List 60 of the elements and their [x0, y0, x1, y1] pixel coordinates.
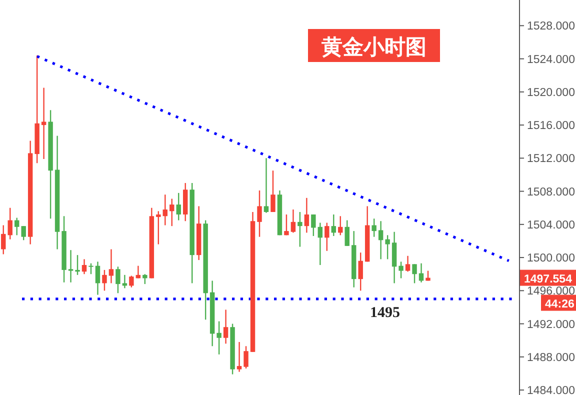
y-tick-label: 1520.000 [527, 86, 575, 99]
candlestick [284, 214, 289, 236]
y-tick-label: 1484.000 [527, 385, 575, 395]
candlestick [122, 274, 128, 289]
candlestick [236, 341, 242, 372]
candlestick [298, 211, 302, 248]
candlestick [14, 217, 20, 236]
candlestick [223, 309, 228, 344]
candlestick [129, 275, 134, 288]
candlestick [385, 234, 390, 260]
candlestick [378, 220, 384, 260]
candlestick [88, 262, 94, 275]
y-tick-label: 1516.000 [527, 120, 575, 132]
text: 44:26 [545, 298, 574, 310]
candlestick [270, 170, 276, 213]
candlestick [82, 258, 87, 275]
candlestick [264, 158, 269, 214]
candlestick [338, 216, 343, 236]
candlestick [412, 264, 417, 284]
candlestick [398, 261, 404, 279]
candlestick [108, 248, 114, 284]
candlestick [304, 197, 310, 234]
y-tick-label: 1524.000 [527, 54, 575, 66]
candlestick [75, 254, 80, 276]
y-tick-label: 1512.000 [527, 153, 575, 166]
candlestick [405, 255, 410, 272]
candlestick [344, 220, 350, 247]
candlestick [257, 190, 262, 238]
candlestick [95, 261, 100, 296]
candlestick [290, 208, 296, 234]
y-tick-label: 1488.000 [527, 352, 575, 364]
candlestick [331, 214, 336, 237]
candlestick [156, 210, 161, 245]
candlestick [21, 225, 26, 241]
candlestick [372, 218, 376, 238]
candlestick [41, 87, 46, 160]
y-tick-label: 1508.000 [527, 186, 575, 198]
candlestick [358, 252, 363, 292]
y-tick-label: 1504.000 [527, 219, 575, 232]
candlestick [116, 266, 120, 294]
candlestick [244, 346, 248, 370]
candlestick [170, 198, 174, 227]
candlestick [176, 192, 181, 221]
candlestick [318, 222, 323, 266]
y-tick-label: 1528.000 [527, 20, 575, 33]
candlestick [1, 224, 6, 255]
y-tick-label: 1496.000 [527, 286, 575, 298]
text: 1497.554 [524, 273, 573, 286]
candlestick [8, 207, 12, 240]
candlestick [142, 274, 148, 285]
candlestick [311, 214, 316, 237]
candlestick [102, 269, 107, 292]
candlestick [162, 194, 168, 226]
y-tick-label: 1492.000 [527, 318, 575, 331]
ref-line-label: 1495 [370, 304, 400, 321]
candlestick [216, 320, 222, 356]
text: 黄金小时图 [320, 35, 426, 59]
candlestick [324, 222, 330, 252]
candlestick [68, 249, 74, 283]
y-tick-label: 1500.000 [527, 252, 575, 265]
